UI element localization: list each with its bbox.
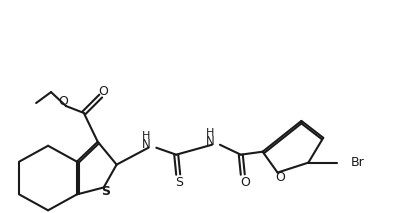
Text: S: S	[101, 185, 110, 198]
Text: N: N	[206, 135, 214, 148]
Text: O: O	[58, 95, 68, 108]
Text: O: O	[240, 176, 250, 189]
Text: H: H	[206, 128, 214, 138]
Text: S: S	[175, 176, 183, 189]
Text: Br: Br	[351, 156, 365, 169]
Text: O: O	[98, 85, 108, 98]
Text: N: N	[142, 138, 151, 151]
Text: O: O	[276, 171, 286, 184]
Text: H: H	[142, 131, 151, 141]
